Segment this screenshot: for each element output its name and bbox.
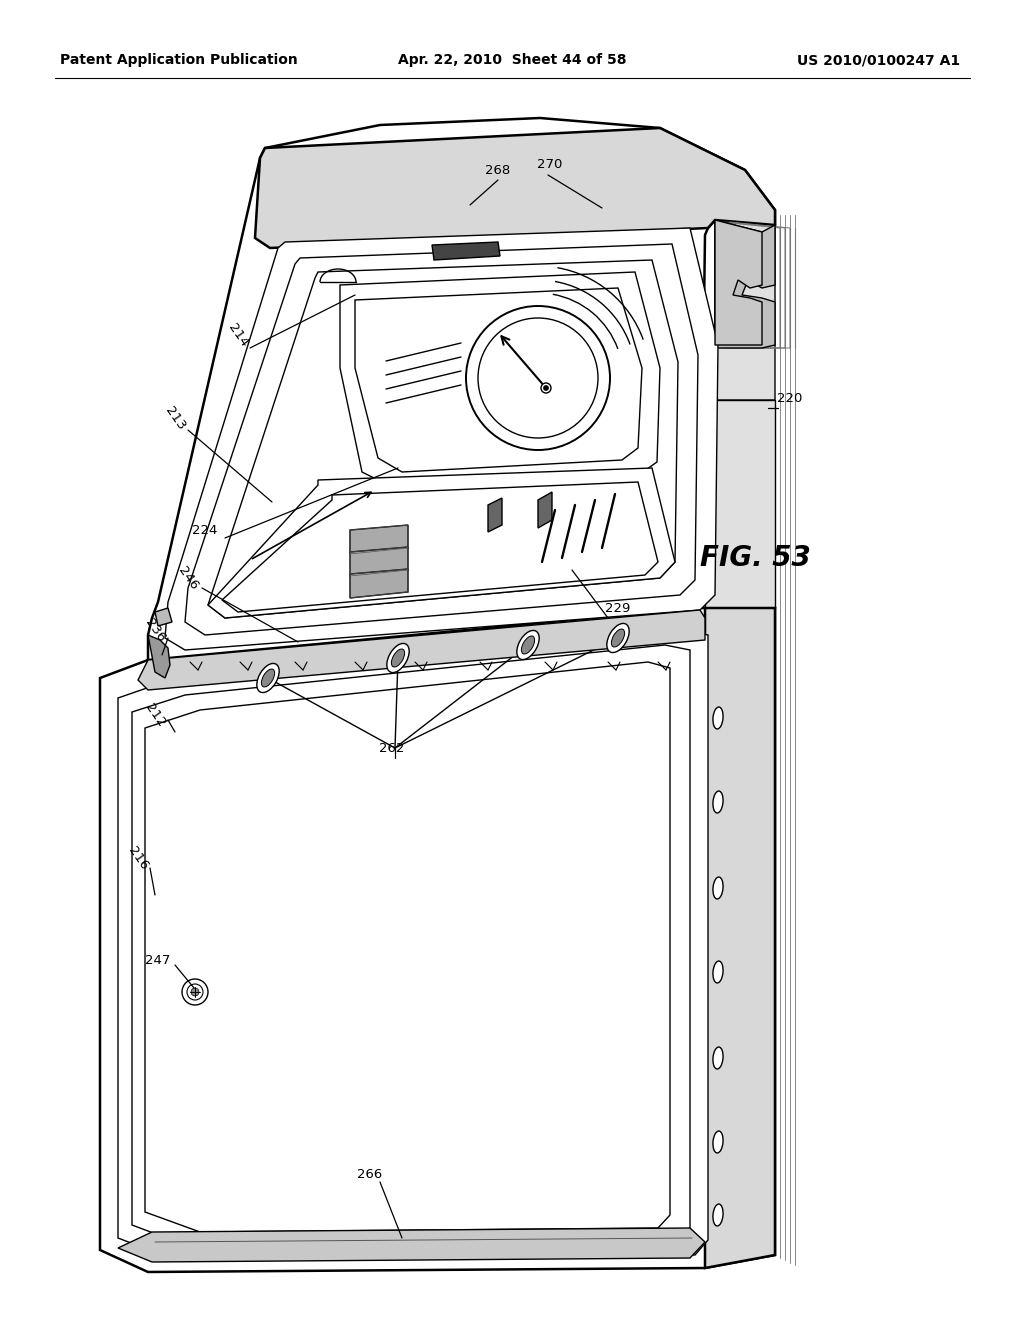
Polygon shape (715, 220, 762, 345)
Text: 266: 266 (357, 1168, 383, 1181)
Polygon shape (350, 546, 408, 576)
Polygon shape (132, 645, 690, 1245)
Polygon shape (538, 492, 552, 528)
Ellipse shape (713, 876, 723, 899)
Text: 212: 212 (142, 701, 168, 729)
Ellipse shape (713, 1204, 723, 1226)
Polygon shape (148, 117, 775, 672)
Ellipse shape (391, 649, 404, 667)
Text: 268: 268 (485, 164, 511, 177)
Polygon shape (118, 1228, 705, 1262)
Text: 216: 216 (125, 843, 151, 873)
Ellipse shape (607, 623, 629, 652)
Ellipse shape (611, 630, 625, 647)
Circle shape (478, 318, 598, 438)
Circle shape (182, 979, 208, 1005)
Polygon shape (148, 635, 170, 678)
Polygon shape (715, 220, 775, 400)
Polygon shape (488, 498, 502, 532)
Ellipse shape (521, 636, 535, 653)
Polygon shape (715, 220, 775, 348)
Ellipse shape (713, 1131, 723, 1152)
Ellipse shape (387, 643, 410, 673)
Text: 246: 246 (175, 564, 201, 593)
Polygon shape (705, 400, 775, 609)
Text: 214: 214 (225, 321, 251, 348)
Polygon shape (155, 609, 172, 626)
Text: 229: 229 (605, 602, 631, 615)
Text: 220: 220 (777, 392, 803, 404)
Text: Patent Application Publication: Patent Application Publication (60, 53, 298, 67)
Ellipse shape (517, 631, 540, 660)
Text: 270: 270 (538, 158, 562, 172)
Text: 262: 262 (379, 742, 404, 755)
Polygon shape (350, 525, 408, 554)
Polygon shape (208, 260, 678, 618)
Polygon shape (255, 128, 775, 248)
Circle shape (541, 383, 551, 393)
Text: FIG. 53: FIG. 53 (700, 544, 811, 572)
Polygon shape (118, 630, 708, 1258)
Text: 213: 213 (163, 404, 187, 432)
Circle shape (187, 983, 203, 1001)
Polygon shape (340, 272, 660, 484)
Ellipse shape (713, 961, 723, 983)
Polygon shape (432, 242, 500, 260)
Text: 236: 236 (142, 616, 168, 644)
Polygon shape (350, 569, 408, 598)
Polygon shape (165, 228, 718, 649)
Circle shape (544, 385, 549, 391)
Text: 247: 247 (145, 953, 171, 966)
Polygon shape (185, 244, 698, 635)
Ellipse shape (261, 669, 274, 686)
Circle shape (191, 987, 199, 997)
Text: Apr. 22, 2010  Sheet 44 of 58: Apr. 22, 2010 Sheet 44 of 58 (397, 53, 627, 67)
Ellipse shape (713, 791, 723, 813)
Polygon shape (208, 469, 675, 618)
Text: US 2010/0100247 A1: US 2010/0100247 A1 (797, 53, 961, 67)
Polygon shape (705, 609, 775, 1269)
Ellipse shape (713, 708, 723, 729)
Text: 224: 224 (193, 524, 218, 536)
Ellipse shape (257, 664, 280, 693)
Polygon shape (355, 288, 642, 473)
Circle shape (466, 306, 610, 450)
Ellipse shape (713, 1047, 723, 1069)
Polygon shape (222, 482, 658, 612)
Polygon shape (138, 610, 705, 690)
Polygon shape (100, 609, 775, 1272)
Polygon shape (145, 663, 670, 1232)
